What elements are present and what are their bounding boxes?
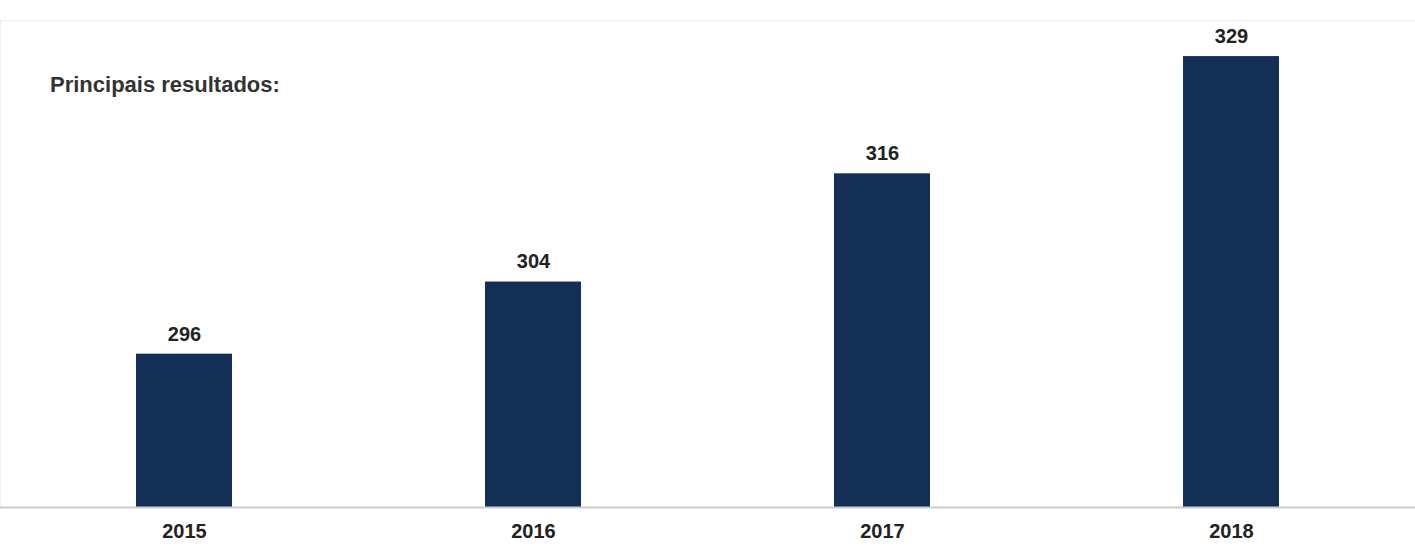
svg-text:2015: 2015	[162, 520, 207, 542]
svg-text:2016: 2016	[511, 520, 556, 542]
svg-text:304: 304	[517, 250, 551, 272]
html-text:Principais resultados:: Principais resultados:	[50, 72, 280, 97]
svg-text:296: 296	[168, 323, 201, 345]
svg-text:2017: 2017	[860, 520, 905, 542]
svg-text:329: 329	[1215, 25, 1248, 47]
svg-text:316: 316	[866, 142, 899, 164]
svg-text:2018: 2018	[1209, 520, 1254, 542]
